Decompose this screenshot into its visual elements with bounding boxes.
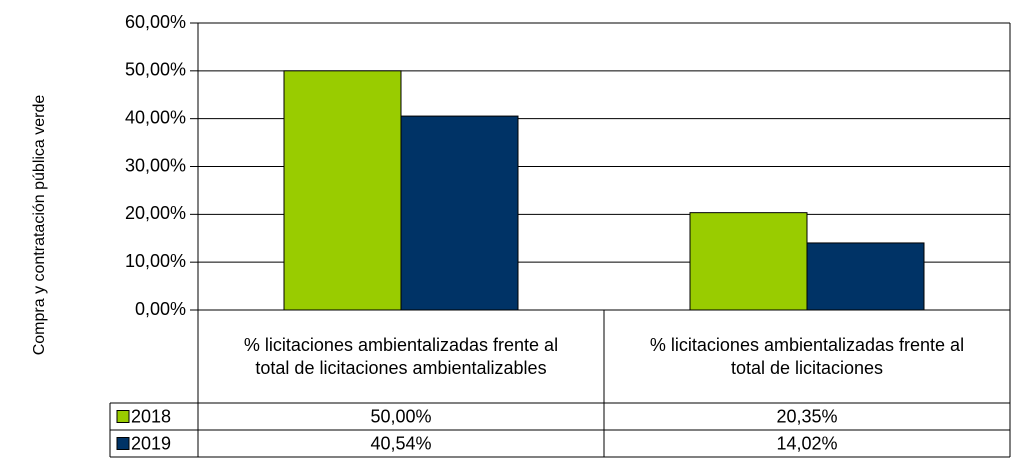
- data-table-value: 20,35%: [776, 406, 837, 426]
- y-axis-label: Compra y contratación pública verde: [31, 95, 48, 356]
- y-tick-label: 40,00%: [125, 107, 186, 127]
- data-table-value: 50,00%: [370, 406, 431, 426]
- legend-swatch: [116, 437, 130, 450]
- bar: [400, 115, 519, 311]
- y-tick-label: 50,00%: [125, 60, 186, 80]
- data-table-value: 40,54%: [370, 433, 431, 453]
- y-tick-label: 30,00%: [125, 155, 186, 175]
- legend-label: 2019: [131, 433, 171, 453]
- y-tick-label: 60,00%: [125, 12, 186, 32]
- bar: [806, 242, 925, 311]
- category-label-box: % licitaciones ambientalizadas frente al…: [649, 334, 965, 378]
- legend-label: 2018: [131, 406, 171, 426]
- y-tick-label: 10,00%: [125, 251, 186, 271]
- legend-swatch: [116, 410, 130, 423]
- category-label-box: % licitaciones ambientalizadas frente al…: [243, 334, 559, 378]
- x-tick-label: % licitaciones ambientalizadas frente al…: [243, 334, 559, 378]
- x-tick-label: % licitaciones ambientalizadas frente al…: [649, 334, 965, 378]
- bar: [689, 212, 808, 311]
- bar: [283, 70, 402, 311]
- data-table-value: 14,02%: [776, 433, 837, 453]
- y-tick-label: 0,00%: [135, 299, 186, 319]
- y-tick-label: 20,00%: [125, 203, 186, 223]
